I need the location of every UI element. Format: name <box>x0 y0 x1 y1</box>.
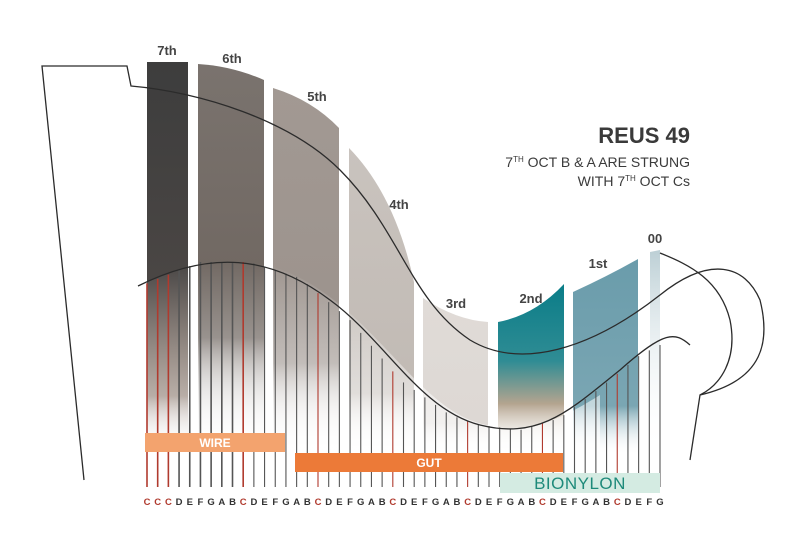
note-letter: E <box>411 497 417 508</box>
octave-label-7th: 7th <box>157 43 177 58</box>
subtitle-line-1: 7TH OCT B & A ARE STRUNG <box>505 154 690 170</box>
wire-band-label: WIRE <box>199 436 230 450</box>
note-letter: C <box>165 497 172 508</box>
material-bands: WIRE GUT BIONYLON <box>145 433 660 493</box>
octave-label-5th: 5th <box>307 89 327 104</box>
note-letter: A <box>443 497 450 508</box>
note-letter: G <box>282 497 289 508</box>
wire-band <box>145 433 285 452</box>
note-letter: C <box>389 497 396 508</box>
note-letter: G <box>357 497 364 508</box>
octave-label-4th: 4th <box>389 197 409 212</box>
subtitle-line-2: WITH 7TH OCT Cs <box>578 173 690 189</box>
note-letter: B <box>229 497 236 508</box>
note-letter: D <box>475 497 482 508</box>
note-letter: E <box>635 497 641 508</box>
note-letter: C <box>539 497 546 508</box>
note-letter: B <box>454 497 461 508</box>
note-letter: G <box>432 497 439 508</box>
octave-00-column <box>650 250 660 455</box>
note-letter: C <box>144 497 151 508</box>
note-letter: A <box>368 497 375 508</box>
note-letter: E <box>561 497 567 508</box>
note-letter: B <box>528 497 535 508</box>
harp-neck-outline <box>137 261 691 430</box>
note-letter: E <box>261 497 267 508</box>
note-letter: B <box>304 497 311 508</box>
title-block: REUS 49 7TH OCT B & A ARE STRUNG WITH 7T… <box>505 123 690 189</box>
note-letter: D <box>250 497 257 508</box>
note-letter: B <box>603 497 610 508</box>
note-letter: E <box>187 497 193 508</box>
note-letter: E <box>336 497 342 508</box>
harp-outline <box>41 65 765 481</box>
octave-label-6th: 6th <box>222 51 242 66</box>
soundboard-fade <box>140 261 600 470</box>
note-letter: A <box>518 497 525 508</box>
note-letter: A <box>293 497 300 508</box>
note-letter: C <box>464 497 471 508</box>
harp-column-outline <box>659 252 733 396</box>
note-letter: D <box>325 497 332 508</box>
model-title: REUS 49 <box>598 123 690 148</box>
harp-frame-outline <box>41 65 765 481</box>
octave-labels: 7th 6th 5th 4th 3rd 2nd 1st 00 <box>157 43 662 311</box>
gut-band <box>295 453 563 472</box>
note-letter: B <box>379 497 386 508</box>
note-letter: F <box>272 497 278 508</box>
note-letter: D <box>625 497 632 508</box>
note-letter: A <box>592 497 599 508</box>
note-letter: C <box>614 497 621 508</box>
note-letter: G <box>656 497 663 508</box>
note-letter: C <box>240 497 247 508</box>
note-letter: A <box>218 497 225 508</box>
note-letter: F <box>572 497 578 508</box>
gut-band-label: GUT <box>416 456 442 470</box>
note-letter: C <box>315 497 322 508</box>
note-letter: D <box>400 497 407 508</box>
note-letter: G <box>207 497 214 508</box>
octave-label-2nd: 2nd <box>519 291 542 306</box>
octave-2-column <box>498 284 564 455</box>
note-letter: F <box>198 497 204 508</box>
octave-label-00: 00 <box>648 231 662 246</box>
note-letter: E <box>486 497 492 508</box>
bionylon-band-label: BIONYLON <box>534 474 626 493</box>
note-letter: C <box>154 497 161 508</box>
octave-label-3rd: 3rd <box>446 296 466 311</box>
note-letter: F <box>422 497 428 508</box>
note-letter: D <box>550 497 557 508</box>
note-letter: G <box>581 497 588 508</box>
note-letter: F <box>497 497 503 508</box>
note-letter: D <box>176 497 183 508</box>
note-letter: F <box>646 497 652 508</box>
note-letter: F <box>347 497 353 508</box>
bionylon-band <box>500 473 660 493</box>
note-letter: G <box>507 497 514 508</box>
octave-label-1st: 1st <box>589 256 608 271</box>
